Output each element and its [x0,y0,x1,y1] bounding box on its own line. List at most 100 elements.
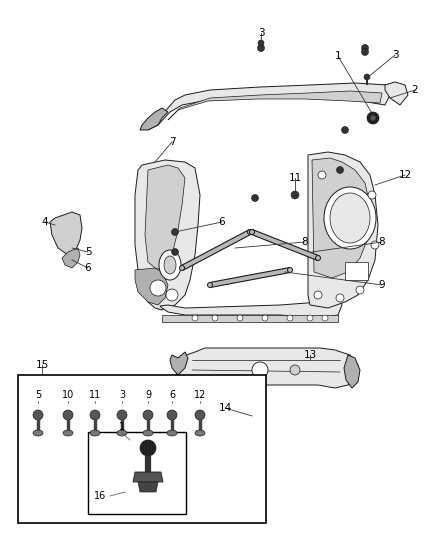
Polygon shape [135,160,200,310]
Text: 10: 10 [62,390,74,400]
Circle shape [356,286,364,294]
Circle shape [336,166,343,174]
Polygon shape [172,348,358,388]
Circle shape [342,126,349,133]
Polygon shape [181,230,251,270]
Bar [88,432,186,514]
Circle shape [336,294,344,302]
Ellipse shape [330,193,370,243]
Circle shape [247,230,252,235]
Text: 2: 2 [412,85,418,95]
Circle shape [318,171,326,179]
Circle shape [258,40,264,46]
Circle shape [208,282,212,287]
Text: 6: 6 [85,263,91,273]
Text: 16: 16 [94,491,106,501]
Circle shape [368,191,376,199]
Circle shape [322,315,328,321]
Polygon shape [62,248,80,268]
Circle shape [315,255,321,261]
Polygon shape [135,268,168,305]
Circle shape [172,248,179,255]
Text: 6: 6 [169,390,175,400]
Text: 12: 12 [194,390,206,400]
Circle shape [251,195,258,201]
Circle shape [364,74,370,80]
Text: 3: 3 [392,50,398,60]
Polygon shape [133,472,163,482]
Ellipse shape [195,430,205,436]
Text: 9: 9 [145,390,151,400]
Ellipse shape [63,430,73,436]
Text: 11: 11 [89,390,101,400]
Text: 8: 8 [302,237,308,247]
Circle shape [143,410,153,420]
Circle shape [180,265,184,271]
Ellipse shape [167,430,177,436]
Circle shape [262,315,268,321]
Circle shape [166,289,178,301]
Ellipse shape [143,430,153,436]
Ellipse shape [90,430,100,436]
Circle shape [172,229,179,236]
Circle shape [361,49,368,55]
Circle shape [291,191,299,199]
Text: 1: 1 [119,422,125,432]
Ellipse shape [324,187,376,249]
Bar [18,375,266,523]
Polygon shape [251,230,319,260]
Polygon shape [385,82,408,105]
Polygon shape [344,355,360,388]
Polygon shape [145,165,185,270]
Ellipse shape [33,430,43,436]
Circle shape [192,315,198,321]
Circle shape [290,365,300,375]
Text: 13: 13 [304,350,317,360]
Text: 8: 8 [379,237,385,247]
Circle shape [287,315,293,321]
Circle shape [117,410,127,420]
Polygon shape [140,108,168,130]
Polygon shape [160,295,342,318]
Text: 3: 3 [119,390,125,400]
Polygon shape [170,352,188,375]
Polygon shape [162,315,338,322]
Circle shape [370,115,376,121]
Polygon shape [312,158,370,278]
Text: 5: 5 [35,390,41,400]
Text: 11: 11 [288,173,302,183]
Circle shape [195,410,205,420]
Polygon shape [209,268,290,287]
Circle shape [140,440,156,456]
Ellipse shape [164,256,176,274]
Polygon shape [50,212,82,255]
Circle shape [150,280,166,296]
Circle shape [287,268,293,272]
Circle shape [63,410,73,420]
Text: 6: 6 [219,217,225,227]
Text: 3: 3 [258,28,264,38]
Ellipse shape [117,430,127,436]
Text: 1: 1 [335,51,341,61]
Circle shape [258,44,265,52]
Ellipse shape [159,250,181,280]
Circle shape [33,410,43,420]
Circle shape [252,362,268,378]
Text: 4: 4 [42,217,48,227]
Text: 15: 15 [35,360,49,370]
Text: 5: 5 [85,247,91,257]
Circle shape [367,112,379,124]
Text: 12: 12 [399,170,412,180]
Polygon shape [345,262,368,280]
Polygon shape [148,83,390,130]
Circle shape [250,230,254,235]
Text: 14: 14 [219,403,232,413]
Text: 9: 9 [379,280,385,290]
Circle shape [247,411,253,417]
Circle shape [212,315,218,321]
Circle shape [307,315,313,321]
Polygon shape [308,152,378,308]
Circle shape [361,44,368,52]
Circle shape [314,291,322,299]
Circle shape [90,410,100,420]
